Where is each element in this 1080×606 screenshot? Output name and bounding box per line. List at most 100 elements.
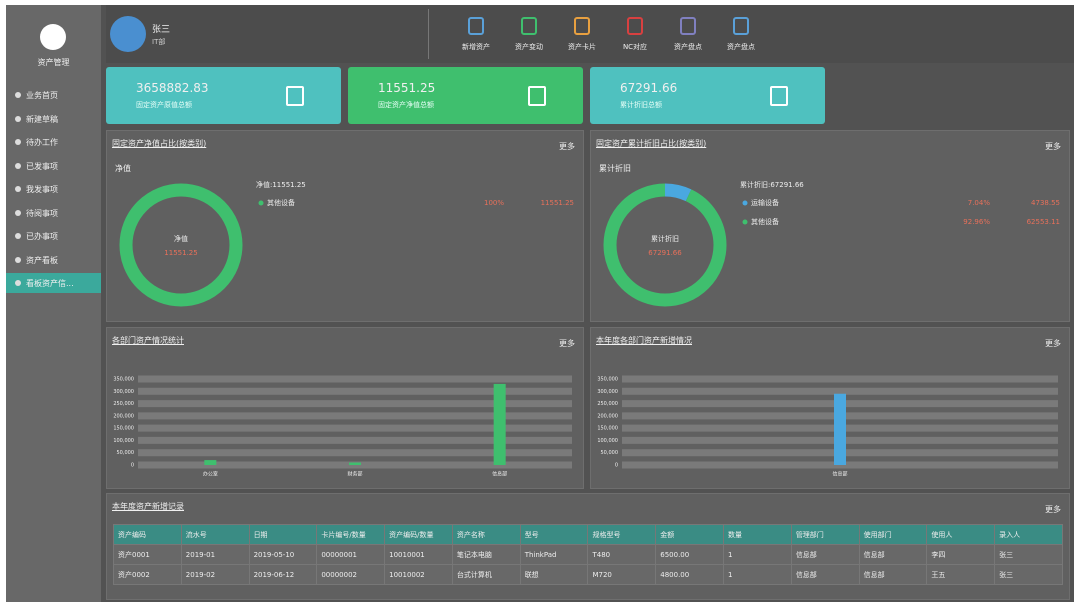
x-tick-label: 信息部 (492, 471, 507, 478)
cell: 信息部 (790, 564, 860, 585)
table-row: 资产0002 2019-02 2019-06-12 00000002 10010002 台… (113, 564, 1063, 585)
card-label: 固定资产净值总额 (378, 101, 434, 109)
cell: 信息部 (858, 544, 928, 565)
toolbar-icon[interactable] (521, 17, 537, 35)
toolbar-icon[interactable] (733, 17, 749, 35)
y-tick-label: 0 (131, 463, 134, 469)
cell: 10010002 (384, 564, 453, 585)
y-tick-label: 250,000 (597, 401, 618, 407)
toolbar-icon[interactable] (627, 17, 643, 35)
charts: 净值 11551.25 净值:11551.25 其他设备 100% 11551.25 累计折… (113, 180, 1060, 478)
dropdown[interactable]: 累计折旧 (599, 164, 631, 173)
header-cell: 管理部门 (790, 524, 860, 545)
y-tick-label: 350,000 (113, 377, 134, 383)
more-link[interactable]: 更多 (1045, 505, 1061, 514)
toolbar-icon[interactable] (574, 17, 590, 35)
stat-card: 67291.66 累计折旧总额 (590, 67, 825, 124)
cell: 台式计算机 (451, 564, 521, 585)
user-name: 张三 (152, 25, 171, 35)
menu-label[interactable]: 我发事项 (26, 185, 58, 194)
menu-label[interactable]: 资产看板 (26, 255, 58, 265)
toolbar-icon[interactable] (680, 17, 696, 35)
card-label: 固定资产原值总额 (136, 101, 192, 109)
toolbar-label[interactable]: NC对应 (622, 43, 648, 51)
menu-item[interactable] (6, 273, 101, 293)
header-cell: 录入人 (994, 524, 1063, 545)
toolbar-icon[interactable] (468, 17, 484, 35)
more-link[interactable]: 更多 (1045, 142, 1061, 151)
divider (428, 9, 429, 59)
legend-label: 其他设备 (267, 198, 295, 207)
y-tick-label: 200,000 (597, 413, 618, 419)
summary: 净值:11551.25 (256, 180, 306, 189)
pie-slice (119, 183, 243, 307)
menu-icon (15, 233, 21, 239)
legend-amount: 4738.55 (1031, 199, 1060, 207)
x-tick-label: 信息部 (832, 471, 847, 478)
bar (349, 462, 361, 465)
menu-label[interactable]: 已办事项 (26, 232, 58, 241)
cell: 1 (723, 544, 792, 565)
y-tick-label: 200,000 (113, 413, 134, 419)
y-tick-label: 300,000 (113, 389, 134, 395)
more-link[interactable]: 更多 (559, 142, 575, 151)
center-label: 净值 (174, 234, 188, 243)
menu-icon (15, 115, 21, 122)
legend-amount: 11551.25 (541, 199, 574, 207)
cell: 张三 (994, 564, 1063, 585)
panel-title: 各部门资产情况统计 (112, 336, 184, 345)
stat-card: 11551.25 固定资产净值总额 (348, 67, 583, 124)
header-cell: 金额 (655, 524, 725, 545)
bar (493, 383, 506, 465)
card-value: 67291.66 (620, 81, 678, 95)
logo (40, 24, 66, 50)
records-table: 资产编码 流水号 日期 卡片编号/数量 资产编码/数量 资产名称 型号 规格型号 金额 数量 管理部… (113, 524, 1063, 585)
menu-icon (15, 280, 21, 286)
toolbar-label[interactable]: 资产卡片 (568, 43, 596, 51)
bar (204, 460, 217, 465)
menu-label[interactable]: 待阅事项 (26, 208, 58, 218)
x-tick-label: 办公室 (203, 471, 218, 478)
legend-dot (258, 200, 264, 206)
legend-label: 运输设备 (751, 198, 779, 207)
menu-icon (15, 139, 21, 145)
cell: 1 (723, 564, 792, 585)
menu-label[interactable]: 待办工作 (26, 138, 58, 147)
menu-label[interactable]: 看板资产信... (26, 279, 74, 288)
toolbar-label[interactable]: 资产盘点 (674, 43, 702, 51)
panel-title: 固定资产累计折旧占比(按类别) (596, 139, 707, 148)
panel-title: 本年度各部门资产新增情况 (596, 336, 692, 345)
card-value: 3658882.83 (136, 81, 209, 95)
user-dept: IT部 (152, 38, 166, 46)
y-tick-label: 100,000 (113, 438, 134, 444)
table-row: 资产0001 2019-01 2019-05-10 00000001 10010001 笔… (113, 544, 1063, 565)
menu-icon (15, 186, 21, 192)
menu-label[interactable]: 业务首页 (26, 91, 58, 100)
cell: 李四 (926, 544, 996, 565)
legend-amount: 62553.11 (1027, 218, 1060, 226)
y-tick-label: 150,000 (597, 426, 618, 432)
more-link[interactable]: 更多 (559, 339, 575, 348)
more-link[interactable]: 更多 (1045, 339, 1061, 348)
menu-label[interactable]: 已发事项 (26, 161, 58, 171)
cell: 信息部 (790, 544, 860, 565)
card-label: 累计折旧总额 (620, 101, 662, 109)
panel: 本年度资产新增记录 更多资产编码 流水号 日期 卡片编号/数量 资产编码/数量 资产名称 型号… (106, 493, 1070, 600)
toolbar-label[interactable]: 资产变动 (515, 43, 543, 51)
sidebar: 资产管理 业务首页 新建草稿 待办工作 已发事项 我发事项 待阅事项 已办事项 资产看板 看板资… (6, 5, 101, 602)
card-icon (286, 86, 304, 106)
center-value: 67291.66 (648, 249, 682, 257)
y-tick-label: 150,000 (113, 426, 134, 432)
panel-title: 本年度资产新增记录 (112, 502, 184, 511)
menu-label[interactable]: 新建草稿 (26, 114, 58, 124)
toolbar-label[interactable]: 资产盘点 (727, 43, 755, 51)
x-tick-label: 财务部 (347, 471, 362, 478)
summary: 累计折旧:67291.66 (740, 180, 804, 189)
y-tick-label: 250,000 (113, 401, 134, 407)
cell: 4800.00 (655, 564, 725, 585)
menu-icon (15, 92, 21, 98)
toolbar-label[interactable]: 新增资产 (462, 43, 490, 51)
dropdown[interactable]: 净值 (115, 164, 131, 173)
panel-title: 固定资产净值占比(按类别) (112, 139, 207, 148)
